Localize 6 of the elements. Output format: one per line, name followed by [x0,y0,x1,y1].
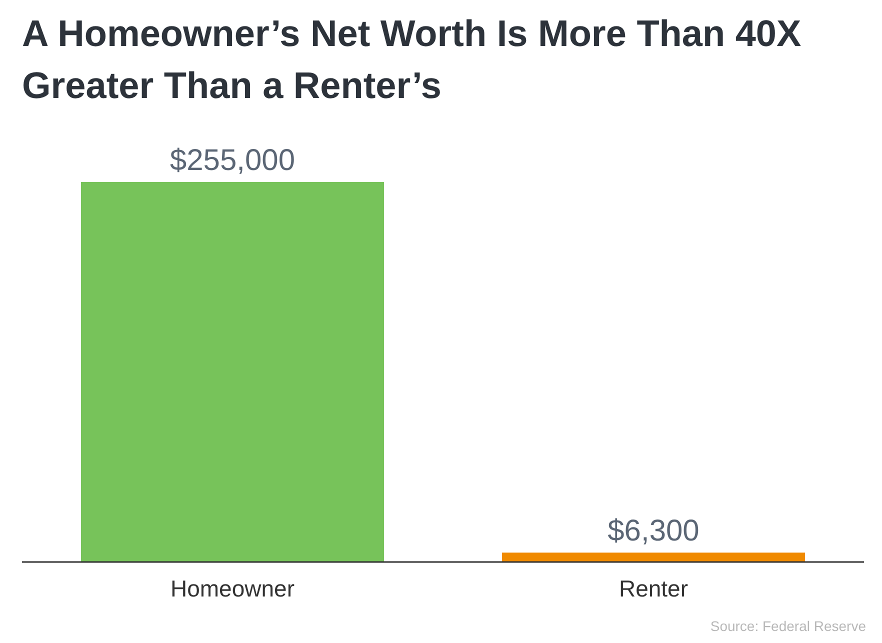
x-tick-label: Renter [618,575,688,602]
source-note: Source: Federal Reserve [710,618,866,634]
data-label: $6,300 [608,514,700,548]
chart-title: A Homeowner’s Net Worth Is More Than 40X Greater Than a Renter’s [22,12,802,108]
data-label: $255,000 [170,144,296,177]
x-tick-label: Homeowner [170,575,295,602]
